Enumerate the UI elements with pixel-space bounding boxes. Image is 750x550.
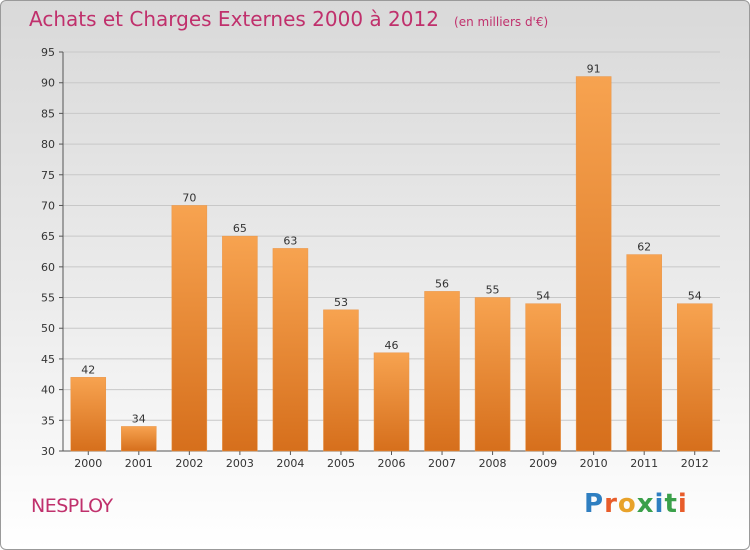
brand-letter: x [636, 489, 655, 519]
x-tick-label-2009: 2009 [529, 457, 557, 470]
y-tick-label: 30 [41, 445, 55, 458]
brand-letter: i [654, 489, 665, 519]
chart-title: Achats et Charges Externes 2000 à 2012 [29, 7, 439, 31]
brand-letter: P [584, 489, 605, 519]
brand-logo: Proxiti [584, 489, 688, 519]
y-tick-label: 45 [41, 353, 55, 366]
x-tick-label-2007: 2007 [428, 457, 456, 470]
data-label-2009: 54 [536, 290, 550, 303]
data-label-2004: 63 [283, 234, 297, 247]
brand-letter: r [604, 489, 618, 519]
label-layer: 42 34 70 65 63 53 46 56 55 54 91 62 54 [81, 63, 701, 426]
data-label-2002: 70 [182, 191, 196, 204]
bar-2006 [373, 352, 410, 452]
bar-2000 [70, 377, 107, 452]
commune-name: NESPLOY [31, 495, 113, 517]
bar-2004 [272, 248, 309, 452]
x-tick-label-2010: 2010 [580, 457, 608, 470]
x-tick-label-2005: 2005 [327, 457, 355, 470]
x-tick-label-2002: 2002 [175, 457, 203, 470]
x-tick-label-2001: 2001 [125, 457, 153, 470]
bar-2012 [676, 303, 713, 452]
brand-letter: t [664, 489, 678, 519]
x-tick-label-2011: 2011 [630, 457, 658, 470]
bar-2008 [474, 297, 511, 452]
data-label-2003: 65 [233, 222, 247, 235]
axis-layer: 30 35 40 45 50 55 60 65 70 75 80 85 90 95 2000 2001 2002… [41, 46, 720, 470]
y-tick-label: 80 [41, 138, 55, 151]
data-label-2005: 53 [334, 296, 348, 309]
bar-2010 [575, 76, 612, 452]
bar-2005 [323, 309, 359, 452]
bar-2002 [171, 205, 208, 452]
x-tick-label-2003: 2003 [226, 457, 254, 470]
data-label-2001: 34 [132, 412, 146, 425]
x-tick-label-2008: 2008 [479, 457, 507, 470]
y-tick-label: 70 [41, 199, 55, 212]
data-label-2008: 55 [486, 284, 500, 297]
x-tick-label-2000: 2000 [74, 457, 102, 470]
brand-letter: o [617, 489, 637, 519]
x-tick-label-2004: 2004 [276, 457, 304, 470]
data-label-2010: 91 [587, 63, 601, 76]
bar-2001 [121, 426, 157, 452]
y-tick-label: 55 [41, 292, 55, 305]
brand-letter: i [677, 489, 688, 519]
bar-2009 [525, 303, 561, 452]
y-tick-label: 50 [41, 322, 55, 335]
chart-subtitle: (en milliers d'€) [454, 15, 549, 29]
y-tick-label: 35 [41, 414, 55, 427]
y-tick-label: 65 [41, 230, 55, 243]
data-label-2007: 56 [435, 277, 449, 290]
y-tick-label: 95 [41, 46, 55, 59]
data-label-2000: 42 [81, 363, 95, 376]
bar-2003 [222, 235, 258, 452]
x-tick-label-2006: 2006 [378, 457, 406, 470]
x-tick-label-2012: 2012 [681, 457, 709, 470]
y-tick-label: 85 [41, 107, 55, 120]
data-label-2012: 54 [688, 290, 702, 303]
bar-layer [70, 76, 713, 452]
y-tick-label: 60 [41, 261, 55, 274]
bar-2011 [626, 254, 662, 452]
y-tick-label: 75 [41, 169, 55, 182]
y-tick-label: 40 [41, 384, 55, 397]
title-line: Achats et Charges Externes 2000 à 2012 (… [29, 7, 548, 31]
y-tick-label: 90 [41, 77, 55, 90]
bar-2007 [424, 291, 460, 452]
data-label-2006: 46 [385, 339, 399, 352]
data-label-2011: 62 [637, 241, 651, 254]
